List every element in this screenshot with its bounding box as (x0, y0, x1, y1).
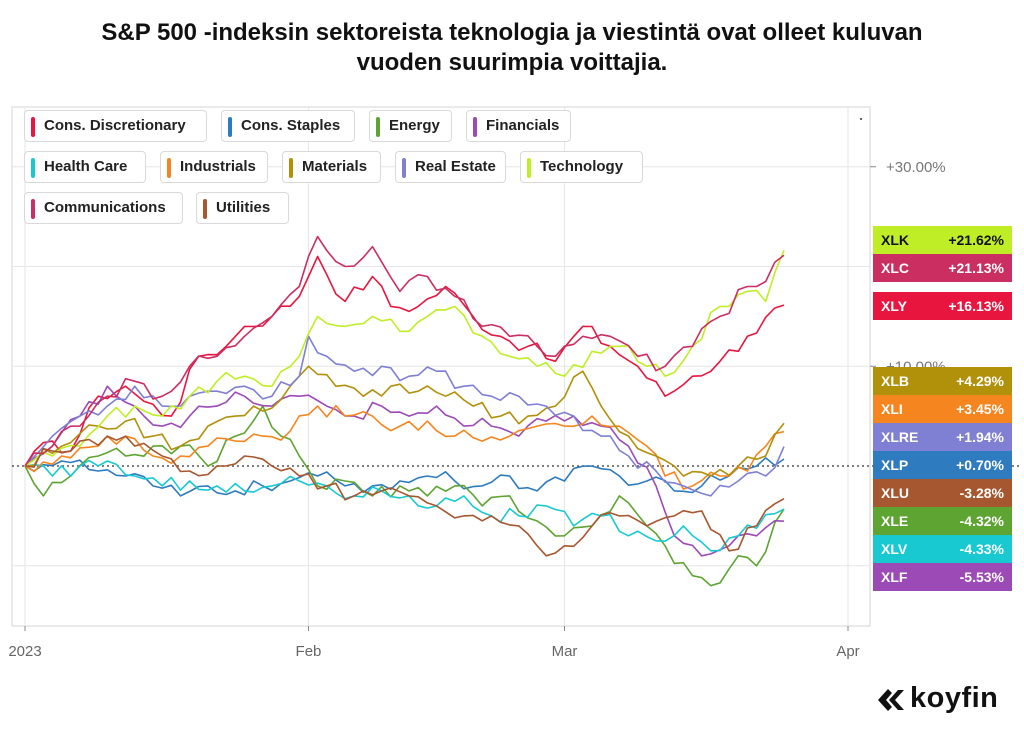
value-tag-ticker: XLU (881, 485, 909, 501)
value-tag-xlre: XLRE +1.94% (873, 423, 1012, 451)
legend-label: Cons. Staples (241, 117, 341, 134)
grid (11, 106, 1020, 627)
value-tag-xlb: XLB +4.29% (873, 367, 1012, 395)
value-tag-xlv: XLV -4.33% (873, 535, 1012, 563)
series-lines (24, 235, 785, 587)
legend-item-xlf[interactable]: Financials (466, 110, 571, 142)
value-tag-ticker: XLK (881, 232, 909, 248)
value-tag-ticker: XLI (881, 401, 903, 417)
series-line-xlb (24, 365, 785, 477)
legend-item-xlre[interactable]: Real Estate (395, 151, 506, 183)
x-tick-label: Apr (836, 643, 859, 660)
value-tag-ticker: XLE (881, 513, 909, 529)
legend-item-xlk[interactable]: Technology (520, 151, 643, 183)
value-tag-xli: XLI +3.45% (873, 395, 1012, 423)
legend-swatch (289, 158, 293, 178)
value-tag-percent: -4.32% (959, 513, 1004, 529)
legend-item-xlp[interactable]: Cons. Staples (221, 110, 355, 142)
legend-label: Real Estate (415, 158, 496, 175)
legend-swatch (203, 199, 207, 219)
legend-swatch (473, 117, 477, 137)
x-tick-label: Feb (296, 643, 322, 660)
x-tick-label: 2023 (8, 643, 41, 660)
legend-item-xlc[interactable]: Communications (24, 192, 183, 224)
koyfin-logo: koyfin (876, 682, 998, 716)
value-tag-percent: +16.13% (948, 298, 1004, 314)
legend-label: Communications (44, 199, 166, 216)
plot-marker-dot (860, 118, 862, 120)
series-line-xlv (24, 459, 785, 552)
value-tag-percent: -5.53% (959, 569, 1004, 585)
value-tag-xlp: XLP +0.70% (873, 451, 1012, 479)
legend-label: Cons. Discretionary (44, 117, 186, 134)
value-tag-ticker: XLY (881, 298, 907, 314)
value-tag-percent: +3.45% (956, 401, 1004, 417)
value-tag-xlu: XLU -3.28% (873, 479, 1012, 507)
value-tag-percent: +21.62% (948, 232, 1004, 248)
legend-label: Health Care (44, 158, 128, 175)
legend-swatch (167, 158, 171, 178)
legend-swatch (31, 199, 35, 219)
series-line-xlk (24, 249, 785, 467)
legend-label: Materials (302, 158, 368, 175)
legend-label: Utilities (216, 199, 271, 216)
value-tag-xlc: XLC +21.13% (873, 254, 1012, 282)
value-tag-percent: -4.33% (959, 541, 1004, 557)
x-tick-label: Mar (552, 643, 578, 660)
value-tag-xlf: XLF -5.53% (873, 563, 1012, 591)
legend-label: Industrials (180, 158, 256, 175)
value-tag-percent: +21.13% (948, 260, 1004, 276)
value-tag-ticker: XLC (881, 260, 909, 276)
series-line-xlu (24, 435, 785, 557)
legend-label: Financials (486, 117, 560, 134)
legend-swatch (31, 158, 35, 178)
value-tag-ticker: XLRE (881, 429, 919, 445)
value-tag-percent: +0.70% (956, 457, 1004, 473)
value-tag-xly: XLY +16.13% (873, 292, 1012, 320)
value-tag-ticker: XLV (881, 541, 908, 557)
value-tag-ticker: XLP (881, 457, 909, 473)
chart-title: S&P 500 -indeksin sektoreista teknologia… (0, 18, 1024, 78)
legend-label: Energy (389, 117, 440, 134)
legend-swatch (402, 158, 406, 178)
series-line-xly (24, 255, 785, 467)
y-tick-label: +30.00% (886, 159, 946, 176)
series-line-xli (24, 404, 785, 490)
legend-swatch (31, 117, 35, 137)
series-line-xle (24, 405, 785, 587)
value-tag-percent: +1.94% (956, 429, 1004, 445)
series-line-xlp (24, 457, 785, 497)
legend-item-xli[interactable]: Industrials (160, 151, 268, 183)
chart-title-line-2: vuoden suurimpia voittajia. (356, 49, 668, 76)
series-line-xlc (24, 235, 785, 467)
value-tag-percent: +4.29% (956, 373, 1004, 389)
legend-label: Technology (540, 158, 624, 175)
legend-item-xlu[interactable]: Utilities (196, 192, 289, 224)
legend-swatch (376, 117, 380, 137)
legend-item-xle[interactable]: Energy (369, 110, 452, 142)
legend-item-xlv[interactable]: Health Care (24, 151, 146, 183)
legend-item-xly[interactable]: Cons. Discretionary (24, 110, 207, 142)
chart-title-line-1: S&P 500 -indeksin sektoreista teknologia… (101, 19, 923, 46)
legend-swatch (527, 158, 531, 178)
legend-item-xlb[interactable]: Materials (282, 151, 381, 183)
value-tag-xle: XLE -4.32% (873, 507, 1012, 535)
series-line-xlf (24, 385, 785, 557)
value-tag-xlk: XLK +21.62% (873, 226, 1012, 254)
value-tag-percent: -3.28% (959, 485, 1004, 501)
value-tag-ticker: XLB (881, 373, 909, 389)
koyfin-logo-icon (878, 689, 904, 711)
value-tag-ticker: XLF (881, 569, 908, 585)
koyfin-logo-text: koyfin (910, 682, 999, 714)
legend-swatch (228, 117, 232, 137)
